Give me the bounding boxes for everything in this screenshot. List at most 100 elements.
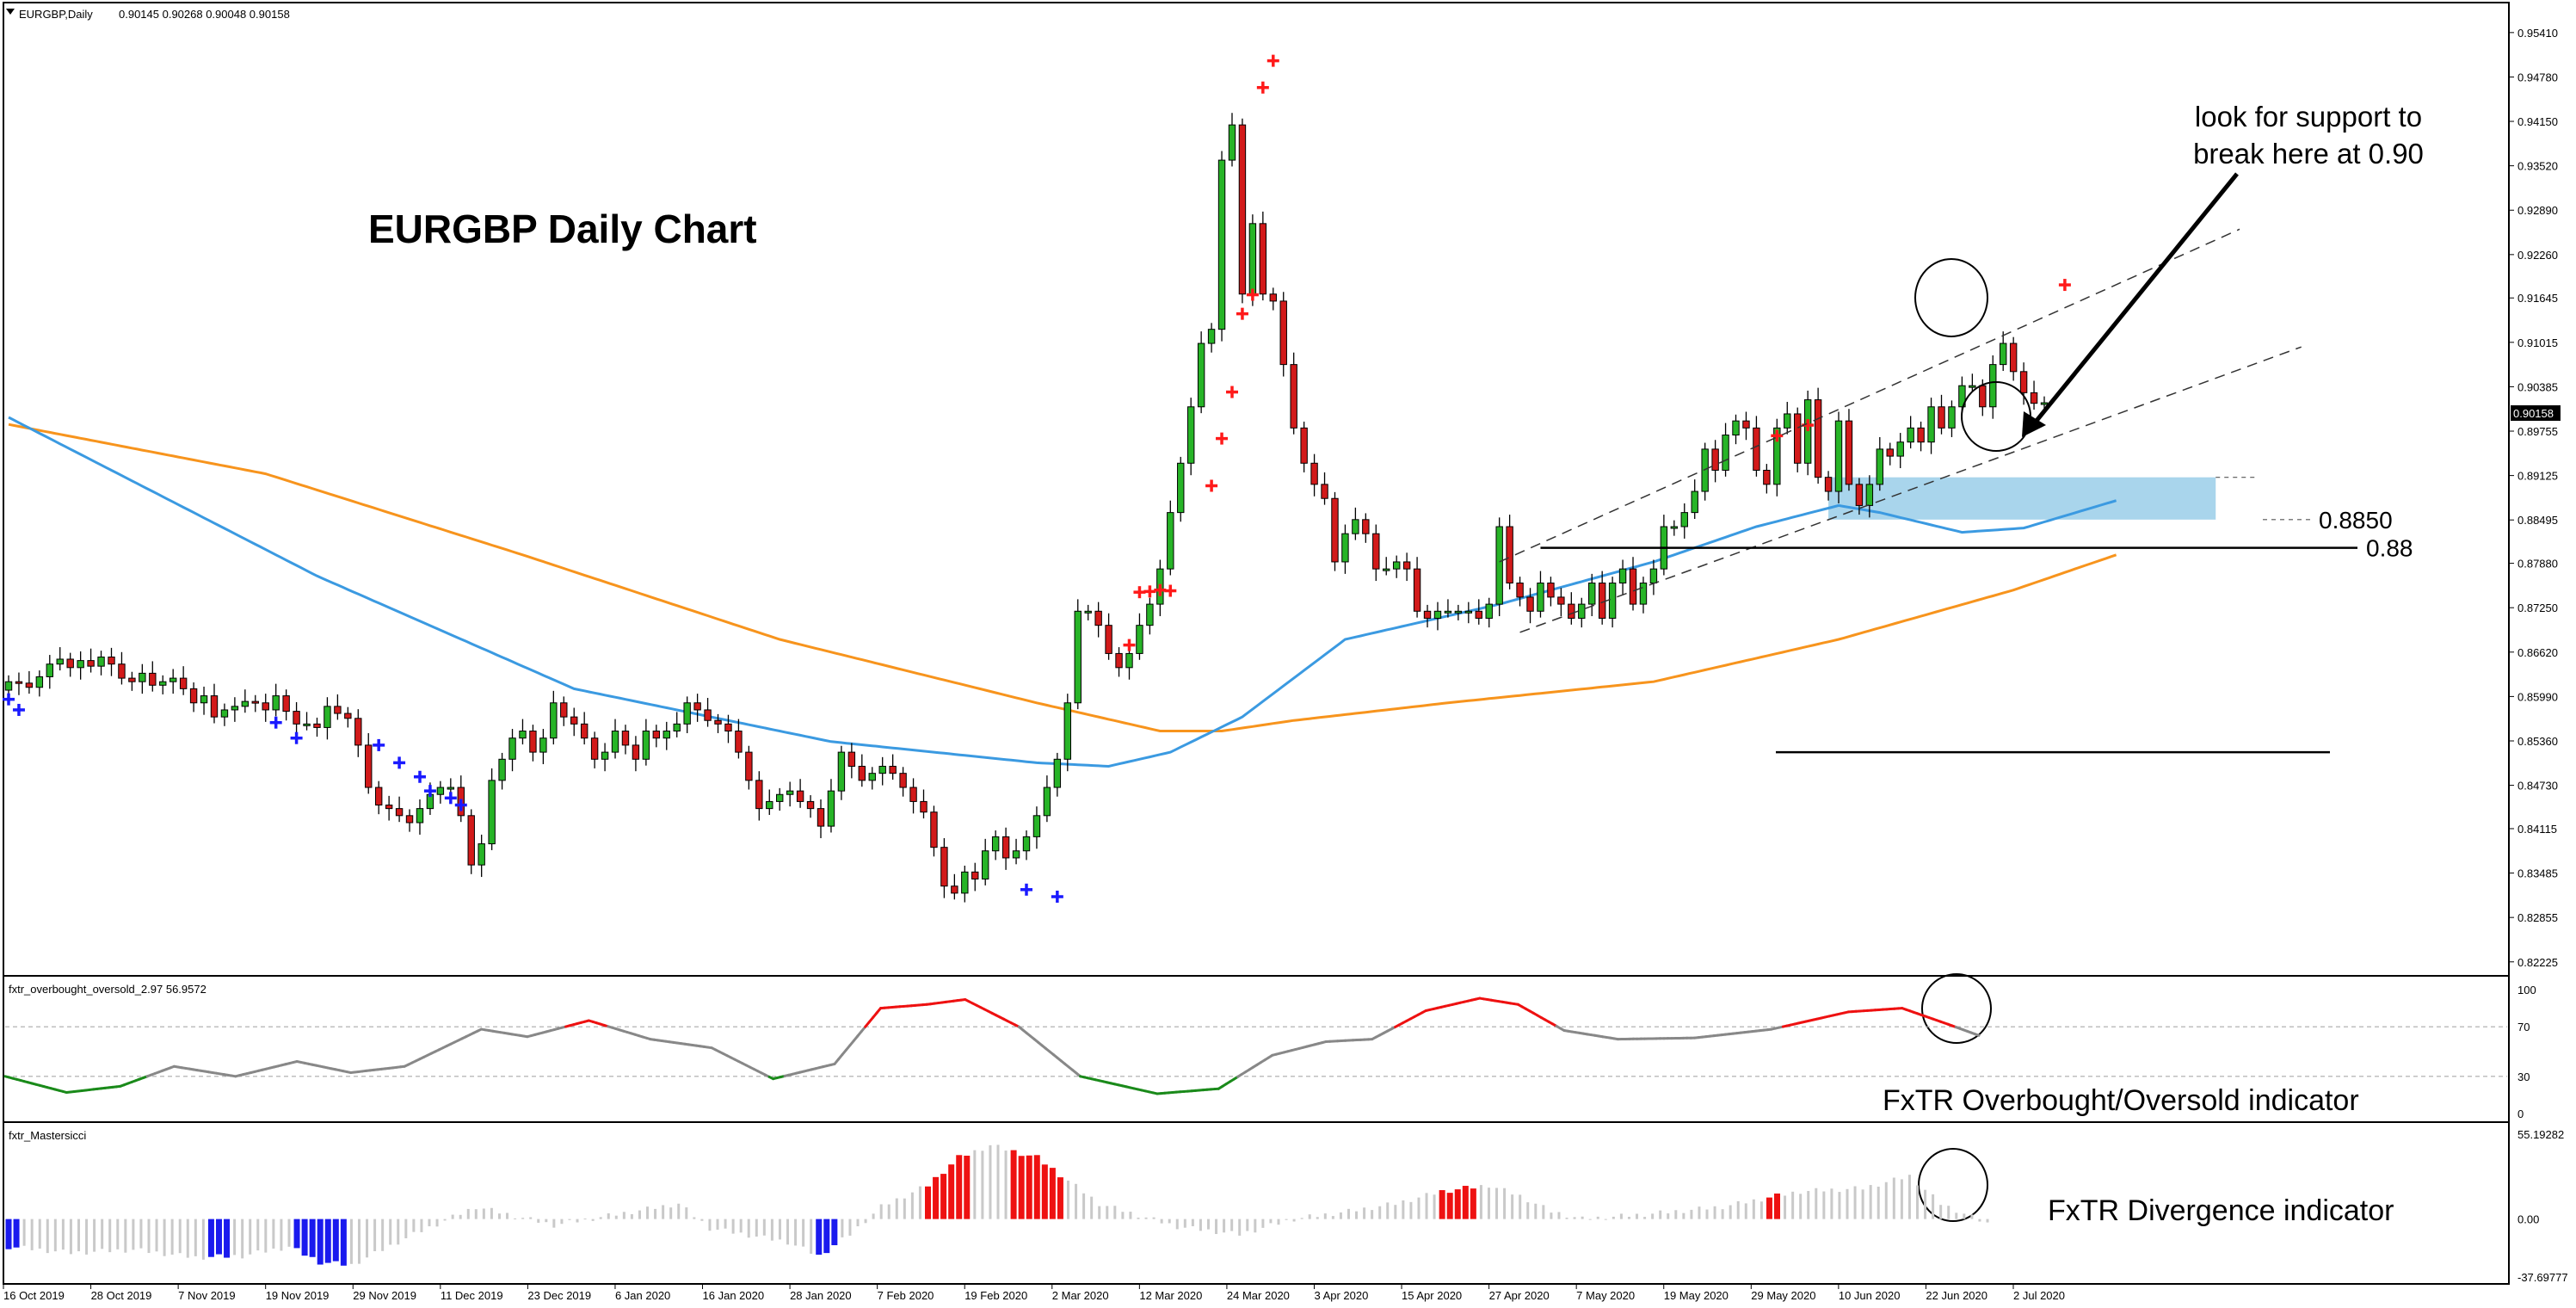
divergence-bar: [1041, 1164, 1048, 1219]
candle: [1001, 827, 1010, 870]
candle: [77, 651, 84, 680]
candle: [766, 789, 773, 815]
divergence-bar: [646, 1206, 650, 1219]
candle: [1392, 555, 1401, 578]
divergence-bar: [301, 1219, 308, 1256]
candle: [87, 648, 95, 673]
divergence-bar: [1682, 1212, 1685, 1219]
divergence-bar: [178, 1219, 182, 1254]
buy-signal-mark: [290, 731, 303, 744]
divergence-bar: [708, 1219, 712, 1231]
candle: [478, 834, 485, 878]
candle: [1742, 411, 1750, 441]
candle: [15, 672, 23, 695]
level-label: 0.8850: [2319, 507, 2393, 534]
divergence-bar: [249, 1219, 252, 1255]
candle: [806, 795, 815, 818]
candle: [1063, 694, 1072, 772]
price-tick-label: 0.82225: [2517, 956, 2558, 969]
divergence-bar: [848, 1219, 852, 1236]
candle: [899, 767, 907, 797]
candle: [1228, 113, 1236, 167]
candle: [1660, 515, 1668, 576]
candle: [108, 647, 115, 676]
candle: [847, 743, 856, 779]
divergence-bar: [1651, 1213, 1655, 1219]
divergence-bar: [1454, 1189, 1461, 1219]
divergence-bar: [1495, 1188, 1499, 1219]
divergence-bar: [1090, 1196, 1094, 1219]
divergence-bar: [46, 1219, 49, 1254]
divergence-bar: [1487, 1188, 1490, 1219]
candle: [1598, 571, 1606, 625]
candle: [313, 717, 321, 737]
divergence-bar: [317, 1219, 324, 1265]
candle: [1537, 571, 1544, 618]
divergence-bar: [816, 1219, 823, 1256]
sell-signal-mark: [1143, 585, 1156, 598]
collapse-triangle-icon[interactable]: [6, 9, 15, 15]
candle: [621, 725, 630, 755]
candle: [1763, 464, 1771, 494]
divergence-bar: [1261, 1219, 1265, 1228]
divergence-bar: [482, 1208, 485, 1219]
divergence-bar: [1861, 1189, 1864, 1219]
date-tick-label: 19 May 2020: [1664, 1289, 1729, 1302]
buy-signal-mark: [1051, 891, 1063, 903]
candle: [1433, 602, 1442, 631]
candle: [1475, 599, 1482, 625]
candle: [909, 778, 917, 814]
price-tick-label: 0.85990: [2517, 690, 2558, 703]
date-tick-label: 10 Jun 2020: [1839, 1289, 1901, 1302]
divergence-bar: [662, 1205, 665, 1219]
candle: [519, 719, 527, 745]
candle: [46, 655, 54, 689]
candle: [159, 675, 167, 694]
date-axis: 16 Oct 2019 28 Oct 2019 7 Nov 2019 19 Nov 2…: [3, 1284, 2065, 1302]
divergence-bar: [404, 1219, 408, 1238]
candle: [652, 725, 661, 748]
divergence-bar: [1759, 1201, 1763, 1219]
candle: [580, 712, 589, 745]
sma-fast-line: [8, 416, 2117, 768]
divergence-tick-label: 55.19282: [2517, 1128, 2564, 1141]
candle: [1197, 331, 1205, 414]
divergence-bar: [1690, 1209, 1693, 1219]
candle: [354, 709, 362, 757]
divergence-bar: [163, 1219, 166, 1256]
candle: [395, 796, 404, 823]
divergence-bar: [1713, 1206, 1716, 1219]
divergence-bar: [124, 1219, 127, 1253]
buy-signal-mark: [444, 792, 457, 805]
divergence-bar: [1853, 1186, 1857, 1219]
divergence-bar: [412, 1219, 416, 1232]
divergence-bar: [1916, 1185, 1920, 1219]
chart-title: EURGBP Daily Chart: [368, 207, 757, 251]
price-tick-label: 0.91645: [2517, 292, 2558, 305]
candle: [1022, 830, 1031, 861]
candle: [693, 694, 701, 722]
date-tick-label: 27 Apr 2020: [1489, 1289, 1550, 1302]
date-tick-label: 23 Dec 2019: [527, 1289, 591, 1302]
annotation-arrow: [2031, 172, 2239, 428]
candle: [56, 647, 64, 671]
date-tick-label: 2 Jul 2020: [2013, 1289, 2065, 1302]
candle: [1495, 517, 1503, 617]
divergence-bar: [622, 1212, 626, 1219]
candle: [282, 689, 290, 721]
price-tick-label: 0.94780: [2517, 71, 2558, 83]
candle: [35, 670, 44, 697]
divergence-bar: [381, 1219, 385, 1251]
candle: [1372, 524, 1380, 582]
candle: [776, 787, 784, 811]
divergence-bar: [22, 1219, 26, 1246]
price-tick-label: 0.83485: [2517, 867, 2558, 880]
date-tick-label: 16 Jan 2020: [703, 1289, 765, 1302]
candle: [1794, 407, 1802, 472]
candle: [745, 745, 753, 790]
divergence-bar: [1924, 1189, 1927, 1219]
date-tick-label: 3 Apr 2020: [1314, 1289, 1368, 1302]
candle: [632, 736, 640, 772]
candle: [2009, 336, 2018, 381]
